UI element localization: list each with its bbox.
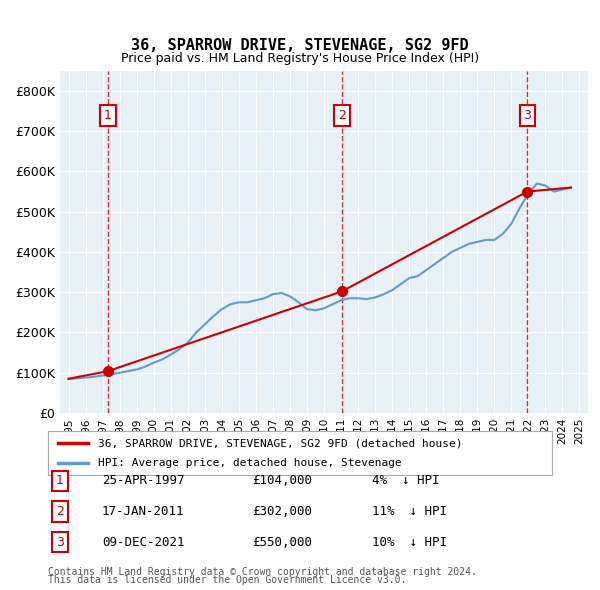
Text: 17-JAN-2011: 17-JAN-2011 bbox=[102, 505, 185, 518]
Text: 36, SPARROW DRIVE, STEVENAGE, SG2 9FD (detached house): 36, SPARROW DRIVE, STEVENAGE, SG2 9FD (d… bbox=[98, 438, 463, 448]
Text: £104,000: £104,000 bbox=[252, 474, 312, 487]
Text: £302,000: £302,000 bbox=[252, 505, 312, 518]
Text: 25-APR-1997: 25-APR-1997 bbox=[102, 474, 185, 487]
Text: 3: 3 bbox=[56, 536, 64, 549]
Text: 1: 1 bbox=[56, 474, 64, 487]
Text: 09-DEC-2021: 09-DEC-2021 bbox=[102, 536, 185, 549]
Text: Contains HM Land Registry data © Crown copyright and database right 2024.: Contains HM Land Registry data © Crown c… bbox=[48, 567, 477, 577]
Text: Price paid vs. HM Land Registry's House Price Index (HPI): Price paid vs. HM Land Registry's House … bbox=[121, 52, 479, 65]
Text: 4%  ↓ HPI: 4% ↓ HPI bbox=[372, 474, 439, 487]
Text: £550,000: £550,000 bbox=[252, 536, 312, 549]
Text: HPI: Average price, detached house, Stevenage: HPI: Average price, detached house, Stev… bbox=[98, 458, 402, 467]
Text: 11%  ↓ HPI: 11% ↓ HPI bbox=[372, 505, 447, 518]
Text: 2: 2 bbox=[56, 505, 64, 518]
Text: 1: 1 bbox=[104, 109, 112, 122]
Text: 3: 3 bbox=[523, 109, 532, 122]
Text: 36, SPARROW DRIVE, STEVENAGE, SG2 9FD: 36, SPARROW DRIVE, STEVENAGE, SG2 9FD bbox=[131, 38, 469, 53]
Text: 10%  ↓ HPI: 10% ↓ HPI bbox=[372, 536, 447, 549]
Text: This data is licensed under the Open Government Licence v3.0.: This data is licensed under the Open Gov… bbox=[48, 575, 406, 585]
Text: 2: 2 bbox=[338, 109, 346, 122]
